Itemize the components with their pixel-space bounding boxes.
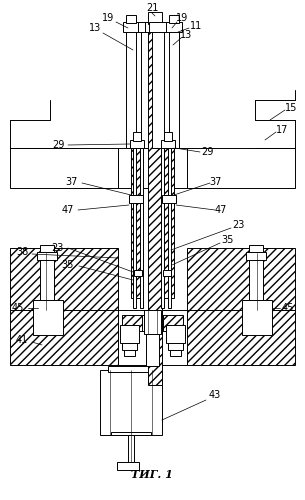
Bar: [108, 366, 154, 372]
Text: 45: 45: [282, 303, 294, 313]
Text: ΤИГ. 1: ΤИГ. 1: [131, 470, 173, 480]
Bar: [126, 15, 136, 23]
Bar: [162, 195, 176, 203]
Bar: [168, 148, 171, 308]
Text: 47: 47: [215, 205, 227, 215]
Bar: [100, 370, 162, 435]
Text: 38: 38: [16, 247, 28, 257]
Bar: [117, 462, 139, 470]
Bar: [249, 245, 263, 252]
Bar: [145, 22, 165, 32]
Bar: [169, 15, 179, 23]
Bar: [126, 30, 136, 148]
Bar: [164, 148, 174, 298]
Bar: [131, 148, 141, 298]
Bar: [249, 260, 263, 300]
Bar: [33, 300, 63, 335]
Bar: [148, 30, 162, 385]
Bar: [161, 140, 175, 148]
Text: 19: 19: [102, 13, 114, 23]
Bar: [40, 260, 54, 300]
Text: 43: 43: [209, 390, 221, 400]
Text: 19: 19: [176, 13, 188, 23]
Bar: [144, 310, 161, 334]
Bar: [134, 270, 142, 276]
Text: 37: 37: [66, 177, 78, 187]
Text: 15: 15: [285, 103, 297, 113]
Text: 37: 37: [210, 177, 222, 187]
Text: 35: 35: [222, 235, 234, 245]
Bar: [166, 22, 182, 32]
Text: 41: 41: [16, 335, 28, 345]
Bar: [161, 148, 164, 308]
Bar: [129, 195, 143, 203]
Bar: [138, 22, 156, 32]
Bar: [124, 350, 135, 356]
Text: 29: 29: [52, 140, 64, 150]
Bar: [170, 350, 181, 356]
Bar: [242, 300, 272, 335]
Bar: [118, 148, 187, 188]
Bar: [40, 245, 54, 252]
Bar: [37, 252, 57, 260]
Bar: [148, 12, 162, 24]
Bar: [187, 248, 295, 310]
Text: 35: 35: [62, 260, 74, 270]
Bar: [140, 148, 143, 308]
Text: 23: 23: [232, 220, 244, 230]
Text: 21: 21: [146, 3, 158, 13]
Bar: [10, 148, 118, 188]
Text: 13: 13: [89, 23, 101, 33]
Bar: [120, 325, 139, 343]
Bar: [128, 435, 134, 462]
Bar: [118, 310, 187, 365]
Bar: [164, 132, 172, 141]
Bar: [133, 132, 141, 141]
Bar: [152, 30, 164, 148]
Bar: [149, 22, 167, 32]
Text: 47: 47: [62, 205, 74, 215]
Text: 11: 11: [190, 21, 202, 31]
Bar: [130, 140, 144, 148]
Bar: [142, 315, 163, 331]
Bar: [169, 30, 179, 148]
Bar: [10, 248, 118, 310]
Text: 29: 29: [201, 147, 213, 157]
Bar: [141, 30, 153, 148]
Bar: [166, 325, 185, 343]
Bar: [187, 148, 295, 188]
Bar: [168, 343, 183, 350]
Bar: [133, 148, 136, 308]
Bar: [10, 310, 118, 365]
Bar: [246, 252, 266, 260]
Bar: [111, 432, 151, 435]
Text: 13: 13: [180, 30, 192, 40]
Text: 45: 45: [12, 303, 24, 313]
Bar: [146, 334, 159, 366]
Bar: [163, 315, 183, 331]
Text: 23: 23: [51, 243, 63, 253]
Bar: [122, 315, 142, 331]
Bar: [122, 343, 137, 350]
Bar: [163, 270, 171, 276]
Text: 17: 17: [276, 125, 288, 135]
Bar: [187, 310, 295, 365]
Bar: [123, 22, 139, 32]
